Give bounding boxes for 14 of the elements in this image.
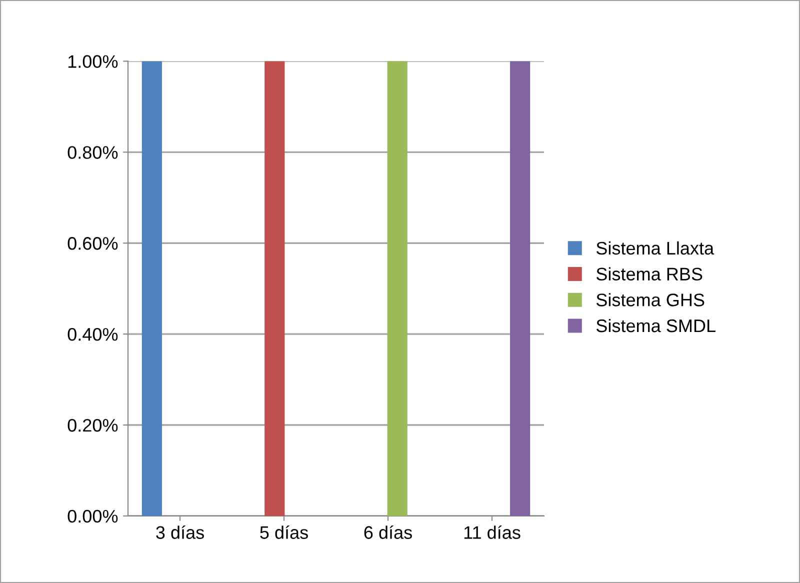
x-tick-label: 6 días: [364, 525, 412, 539]
legend-label: Sistema SMDL: [596, 318, 716, 332]
y-tick-label: 0.20%: [68, 418, 118, 432]
y-tick-label: 0.60%: [68, 237, 118, 250]
x-tick-label: 3 días: [156, 525, 204, 539]
y-tick-label: 1.00%: [68, 55, 118, 68]
x-tick-label: 11 días: [464, 525, 520, 539]
legend-label: Sistema RBS: [596, 267, 702, 280]
y-tick-label: 0.80%: [68, 146, 118, 159]
legend-label: Sistema GHS: [596, 293, 704, 306]
y-tick-label: 0.00%: [68, 510, 118, 523]
x-tick-label: 5 días: [260, 525, 308, 539]
y-tick-label: 0.40%: [68, 328, 118, 341]
legend-label: Sistema Llaxta: [596, 241, 714, 255]
